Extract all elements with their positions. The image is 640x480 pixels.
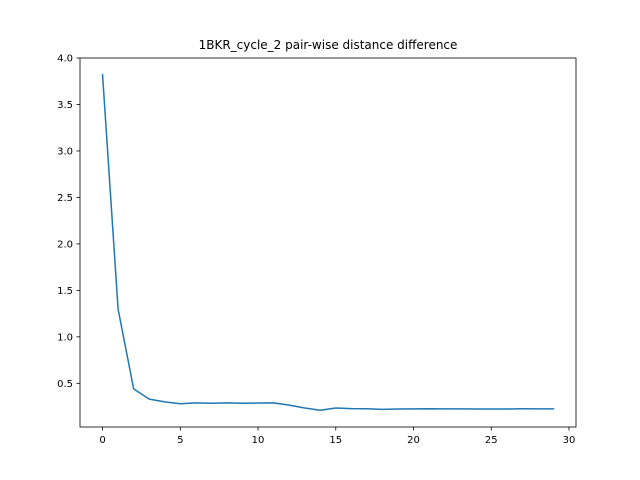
y-tick-label: 3.5 bbox=[57, 100, 73, 111]
plot-area bbox=[101, 73, 555, 412]
y-tick-label: 1.5 bbox=[57, 286, 73, 297]
x-tick-label: 30 bbox=[563, 435, 576, 446]
y-tick-label: 0.5 bbox=[57, 379, 73, 390]
x-tick-label: 5 bbox=[177, 435, 183, 446]
y-axis: 0.5 1.0 1.5 2.0 2.5 3.0 3.5 4.0 bbox=[57, 54, 80, 390]
y-tick-label: 4.0 bbox=[57, 54, 73, 65]
y-tick-label: 2.5 bbox=[57, 193, 73, 204]
chart-title: 1BKR_cycle_2 pair-wise distance differen… bbox=[199, 38, 458, 52]
x-axis: 0 5 10 15 20 25 30 bbox=[99, 427, 575, 446]
axes-frame bbox=[79, 57, 577, 428]
x-tick-label: 0 bbox=[99, 435, 105, 446]
x-tick-label: 20 bbox=[407, 435, 420, 446]
x-tick-label: 25 bbox=[485, 435, 498, 446]
y-tick-label: 2.0 bbox=[57, 239, 73, 250]
series-line bbox=[101, 73, 555, 412]
y-tick-label: 1.0 bbox=[57, 332, 73, 343]
x-tick-label: 10 bbox=[252, 435, 265, 446]
y-tick-label: 3.0 bbox=[57, 146, 73, 157]
x-tick-label: 15 bbox=[329, 435, 342, 446]
